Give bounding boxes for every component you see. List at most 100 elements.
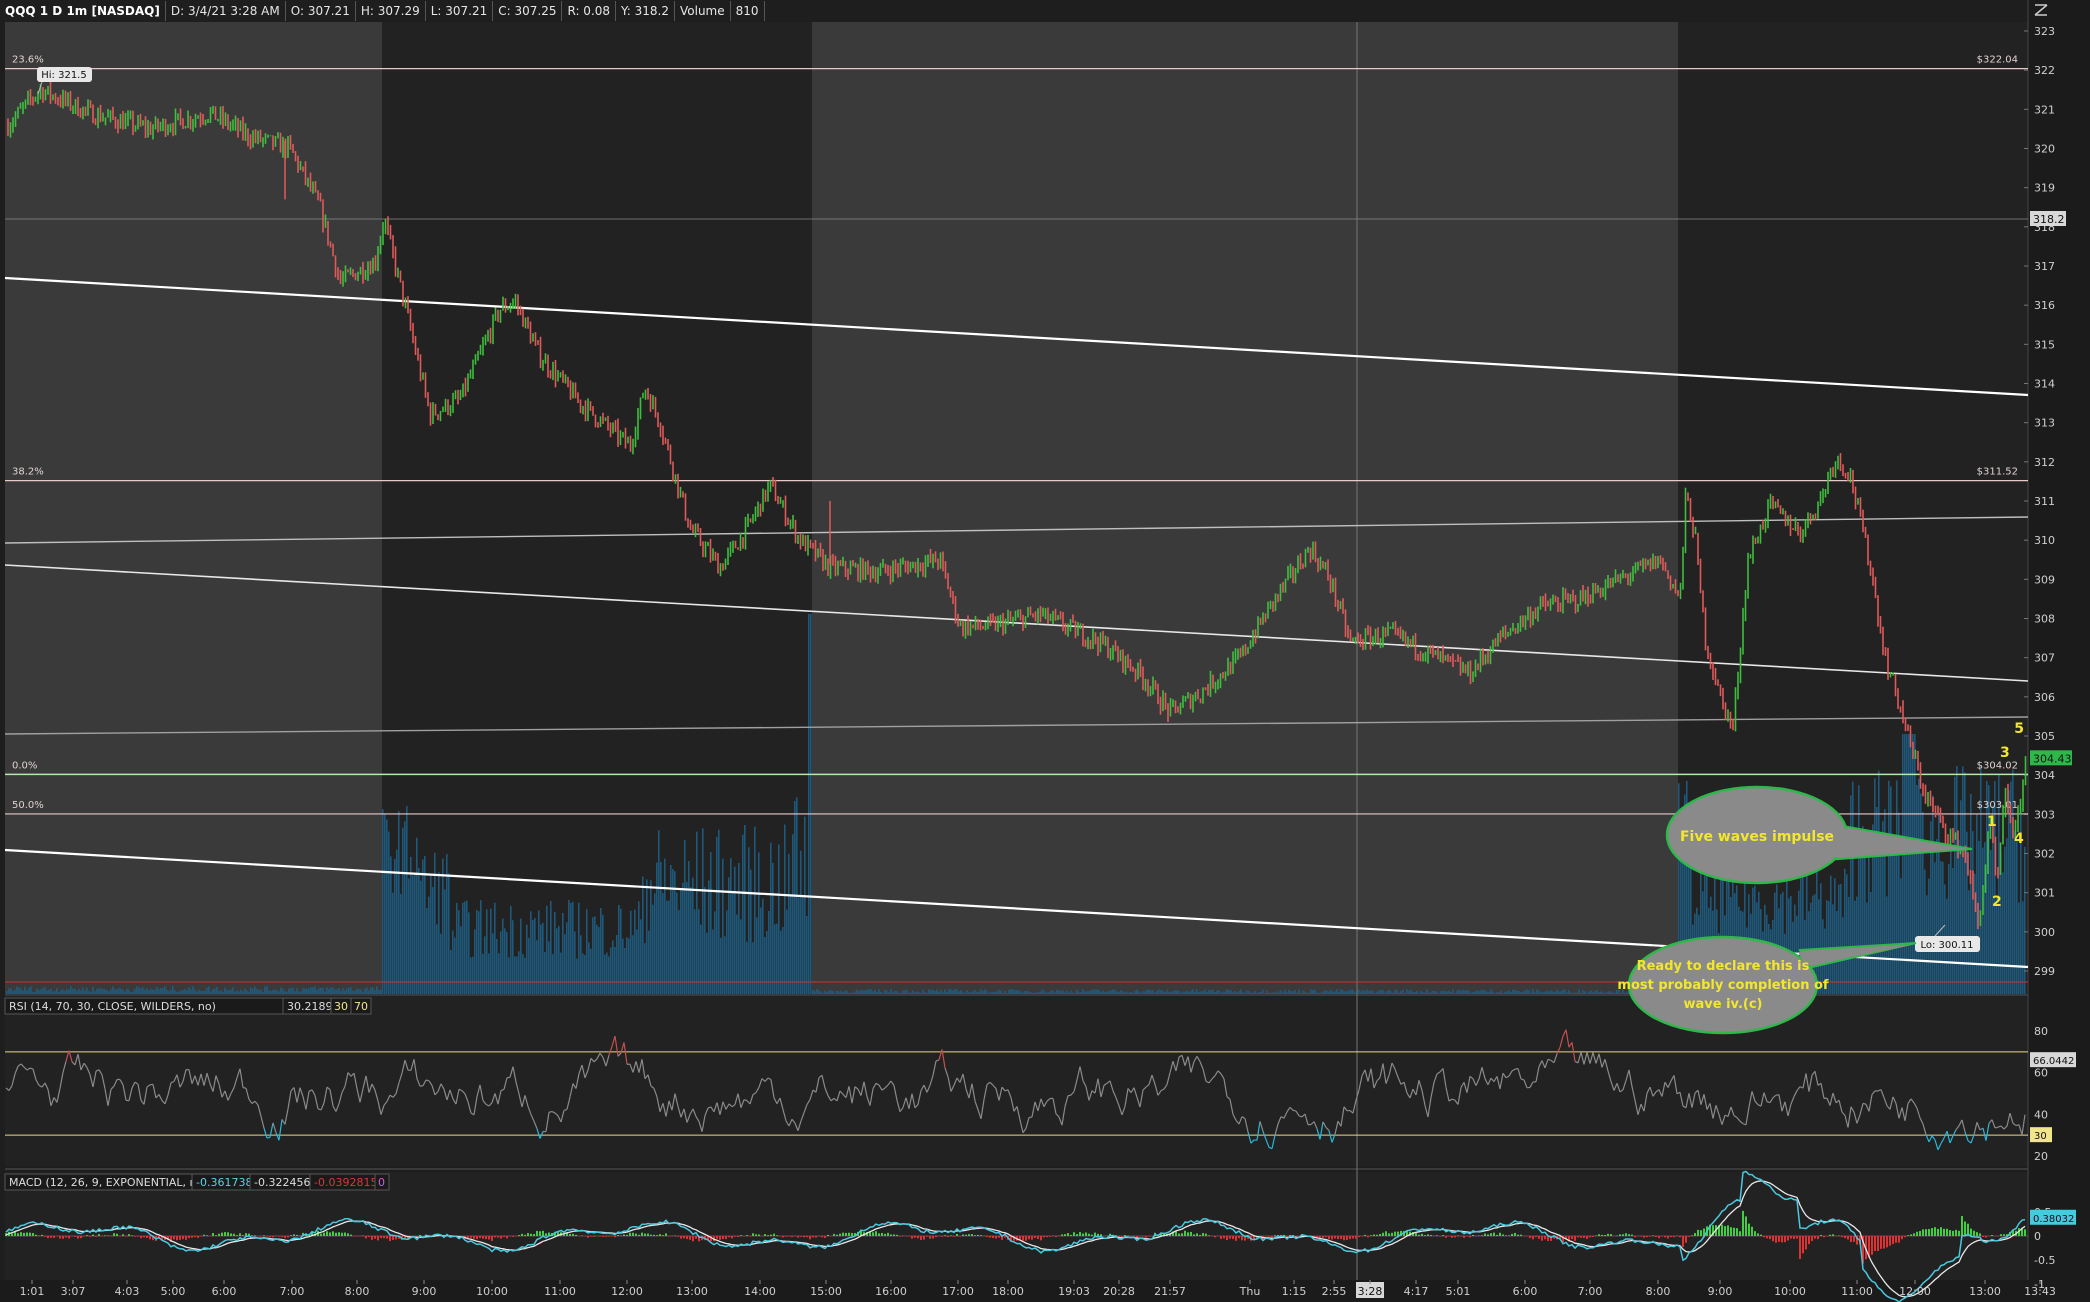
bubble-completion-line1: Ready to declare this is xyxy=(1637,959,1810,974)
current-price-tag: 304.43 xyxy=(2033,752,2072,765)
time-tick: 6:00 xyxy=(212,1285,237,1298)
macd-tick: -1 xyxy=(2034,1278,2045,1291)
annotation-five-waves[interactable]: Five waves impulse xyxy=(1665,785,1973,885)
wave-label-3: 3 xyxy=(2000,745,2010,761)
time-tick: 12:00 xyxy=(1899,1285,1931,1298)
time-tick: 11:00 xyxy=(544,1285,576,1298)
time-tick: 11:00 xyxy=(1841,1285,1873,1298)
session-shade-regular xyxy=(382,22,812,994)
time-tick: 16:00 xyxy=(875,1285,907,1298)
time-tick: 5:00 xyxy=(161,1285,186,1298)
price-tick: 313 xyxy=(2034,417,2055,430)
price-tick: 312 xyxy=(2034,456,2055,469)
time-tick: 7:00 xyxy=(280,1285,305,1298)
time-tick: 13:43 xyxy=(2024,1285,2056,1298)
cursor-price-tag: 318.2 xyxy=(2033,213,2065,226)
macd-header: MACD (12, 26, 9, EXPONENTIAL, no) -0.361… xyxy=(4,1173,390,1191)
macd-tick: 0 xyxy=(2034,1230,2041,1243)
time-tick: 1:01 xyxy=(20,1285,45,1298)
time-tick: 9:00 xyxy=(1708,1285,1733,1298)
macd-v1: -0.361738 xyxy=(196,1176,252,1189)
time-tick: 10:00 xyxy=(476,1285,508,1298)
fib-price: $322.04 xyxy=(1977,55,2018,66)
time-tick: Thu xyxy=(1239,1285,1261,1298)
rsi-current-tag: 66.0442 xyxy=(2033,1056,2074,1067)
time-tick: 17:00 xyxy=(942,1285,974,1298)
price-tick: 321 xyxy=(2034,103,2055,116)
bar-low: L: 307.21 xyxy=(426,1,494,21)
price-axis-ticks: 3233223213203193183173163153143133123113… xyxy=(2030,25,2072,978)
time-tick: 6:00 xyxy=(1513,1285,1538,1298)
trendline-middle[interactable] xyxy=(4,564,2029,682)
price-tick: 319 xyxy=(2034,182,2055,195)
fib-pct: 0.0% xyxy=(12,760,37,771)
macd-v3: -0.0392815 xyxy=(314,1176,377,1189)
rsi-ob: 30 xyxy=(334,1000,348,1013)
rsi-tick: 60 xyxy=(2034,1067,2048,1080)
time-tick: 8:00 xyxy=(1646,1285,1671,1298)
time-tick: 14:00 xyxy=(744,1285,776,1298)
rsi-tick: 40 xyxy=(2034,1108,2048,1121)
volume-value: 810 xyxy=(731,1,765,21)
low-marker: Lo: 300.11 xyxy=(1915,924,1980,952)
bubble-five-waves-text: Five waves impulse xyxy=(1680,829,1834,845)
macd-label[interactable]: MACD (12, 26, 9, EXPONENTIAL, no) xyxy=(9,1176,208,1189)
time-tick: 7:00 xyxy=(1578,1285,1603,1298)
time-tick: 4:17 xyxy=(1404,1285,1429,1298)
session-shade-premarket xyxy=(5,22,382,994)
volume-label[interactable]: Volume xyxy=(675,1,731,21)
cursor-y: Y: 318.2 xyxy=(616,1,675,21)
time-tick: 19:03 xyxy=(1058,1285,1090,1298)
chart-header: QQQ 1 D 1m [NASDAQ] D: 3/4/21 3:28 AM O:… xyxy=(0,0,765,22)
time-tick: 20:28 xyxy=(1103,1285,1135,1298)
price-tick: 309 xyxy=(2034,573,2055,586)
trendline-upper[interactable] xyxy=(4,276,2029,397)
gridlines xyxy=(2024,30,2028,972)
rsi-label[interactable]: RSI (14, 70, 30, CLOSE, WILDERS, no) xyxy=(9,1000,216,1013)
time-tick: 18:00 xyxy=(992,1285,1024,1298)
rsi-indicator: 80 60 40 20 66.0442 30 xyxy=(5,1025,2076,1163)
price-series xyxy=(7,81,2027,930)
price-tick: 308 xyxy=(2034,613,2055,626)
symbol-title[interactable]: QQQ 1 D 1m [NASDAQ] xyxy=(0,1,166,21)
bubble-completion-line3: wave iv.(c) xyxy=(1684,997,1763,1012)
time-tick: 9:00 xyxy=(412,1285,437,1298)
time-axis[interactable] xyxy=(0,1280,2090,1302)
price-tick: 316 xyxy=(2034,299,2055,312)
time-tick: 4:03 xyxy=(115,1285,140,1298)
price-tick: 320 xyxy=(2034,143,2055,156)
time-tick: 2:55 xyxy=(1322,1285,1347,1298)
rsi-tick: 80 xyxy=(2034,1025,2048,1038)
high-marker-label: Hi: 321.5 xyxy=(41,70,86,81)
time-tick: 3:07 xyxy=(61,1285,86,1298)
price-tick: 317 xyxy=(2034,260,2055,273)
macd-indicator: 0.50-0.5-10.38032 xyxy=(5,1170,2076,1302)
time-tick: 12:00 xyxy=(611,1285,643,1298)
wave-label-2: 2 xyxy=(1992,894,2002,910)
bar-date: D: 3/4/21 3:28 AM xyxy=(166,1,286,21)
macd-current-tag: 0.38032 xyxy=(2033,1214,2074,1225)
wave-label-1: 1 xyxy=(1987,814,1997,830)
price-tick: 301 xyxy=(2034,887,2055,900)
rsi-tick: 20 xyxy=(2034,1150,2048,1163)
time-axis-labels: 1:01 3:07 4:03 5:00 6:00 7:00 8:00 9:00 10:00 11:… xyxy=(20,1280,2056,1298)
fibonacci-levels[interactable]: 23.6% $322.04 38.2% $311.52 0.0% $304.02 50.0%… xyxy=(5,55,2028,815)
high-marker: Hi: 321.5 xyxy=(37,67,92,95)
price-tick: 302 xyxy=(2034,848,2055,861)
fib-pct: 38.2% xyxy=(12,467,44,478)
bubble-completion-line2: most probably completion of xyxy=(1617,978,1829,993)
price-tick: 323 xyxy=(2034,25,2055,38)
time-tick: 13:00 xyxy=(1969,1285,2001,1298)
annotation-wave-completion[interactable]: Ready to declare this is most probably c… xyxy=(1617,935,1917,1035)
fib-pct: 23.6% xyxy=(12,55,44,66)
bar-range: R: 0.08 xyxy=(562,1,617,21)
channel-line-lower[interactable] xyxy=(4,716,2029,735)
fib-price: $303.01 xyxy=(1977,800,2018,811)
time-tick: 1:15 xyxy=(1282,1285,1307,1298)
price-tick: 314 xyxy=(2034,378,2055,391)
drawing-tools-icon[interactable] xyxy=(2032,3,2050,18)
price-tick: 315 xyxy=(2034,338,2055,351)
price-tick: 303 xyxy=(2034,808,2055,821)
time-tick: 5:01 xyxy=(1446,1285,1471,1298)
